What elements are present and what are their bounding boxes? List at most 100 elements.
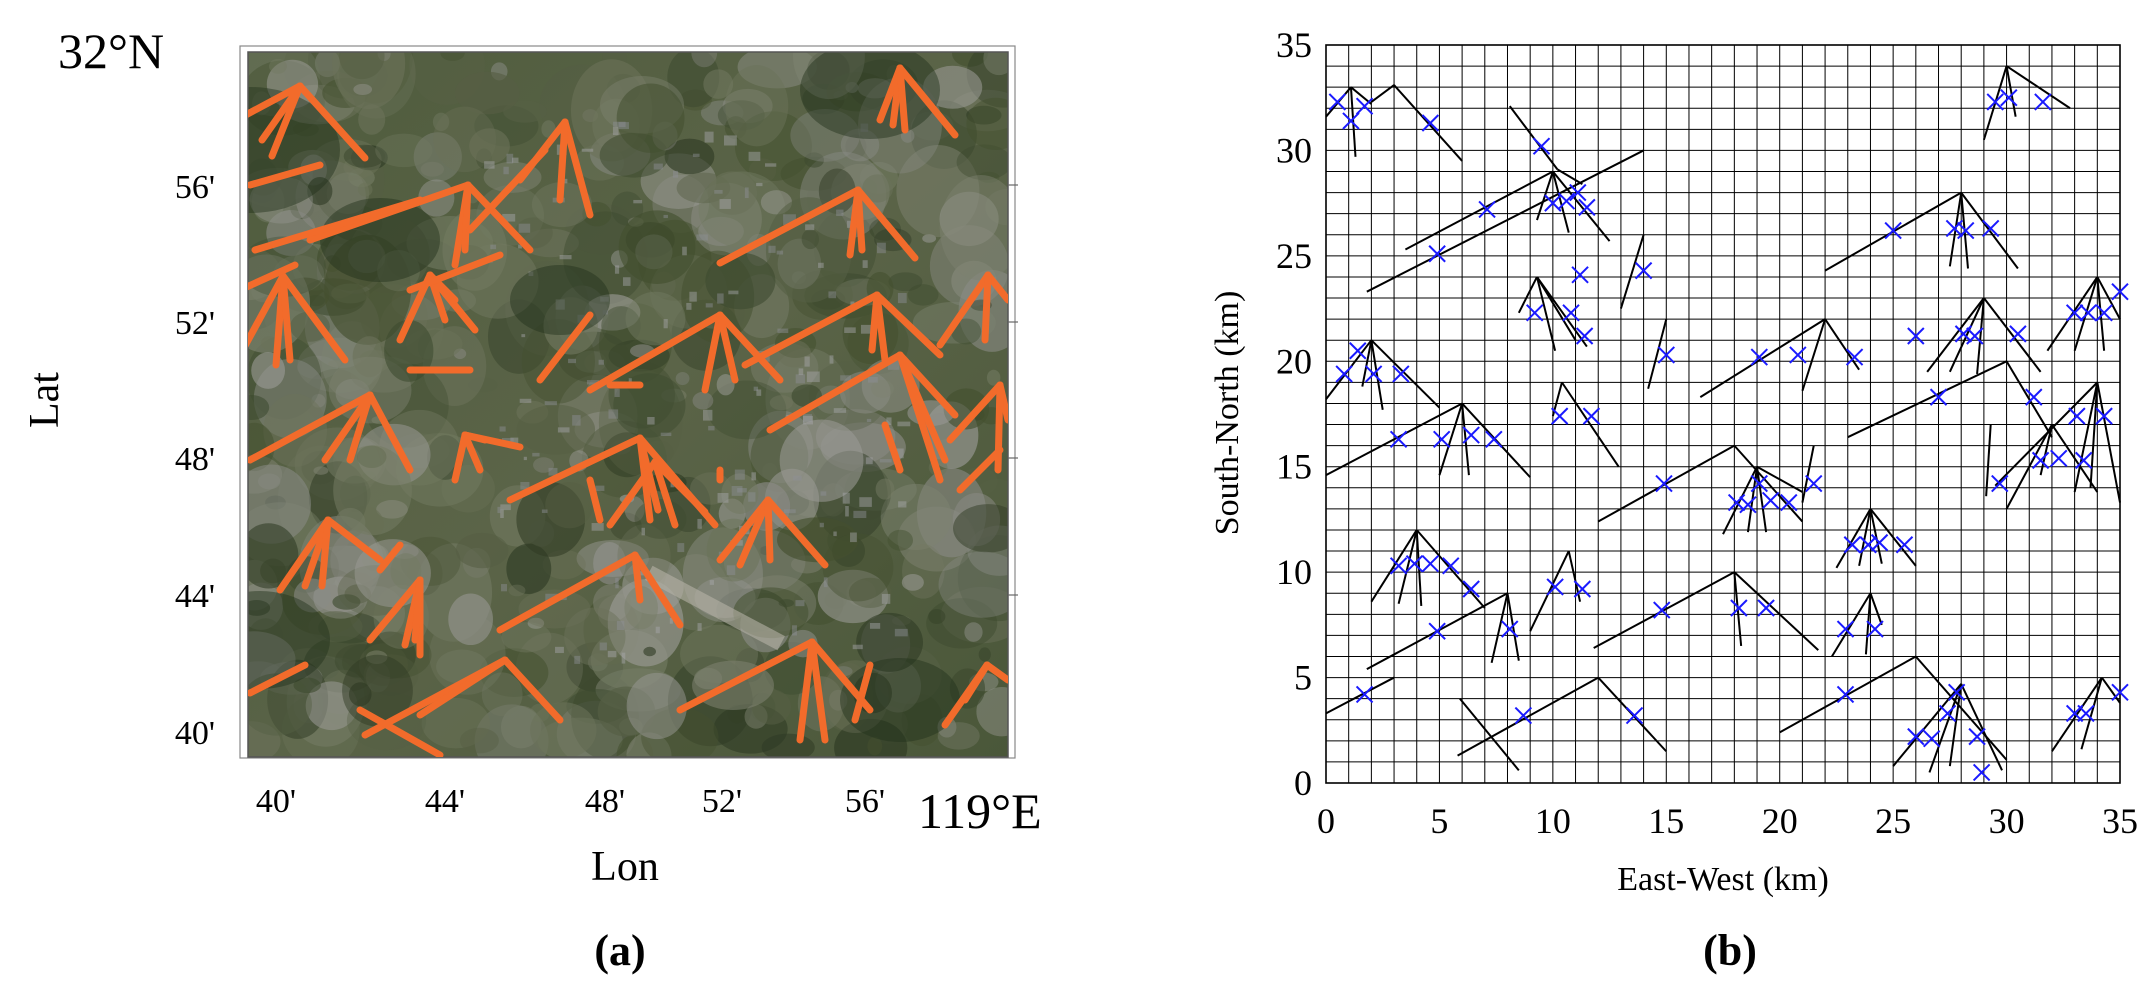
map-patch [985,189,1008,226]
track-segment-b [1370,340,1384,410]
track-segment-b [1370,339,1441,409]
track-segment-b [1847,360,2008,439]
urban-patch [798,368,804,376]
urban-patch [510,437,519,444]
map-patch [692,391,714,410]
flight-track-segment [606,458,659,529]
track-segment-b [1960,683,2003,771]
map-patch [953,504,1008,553]
map-patch [641,707,719,757]
flight-track-segment [586,311,724,394]
sample-marker [2077,704,2095,723]
flight-track-segment [946,381,1004,444]
track-segment-b [1824,318,1860,371]
flight-track-segment [248,272,287,348]
panel-b-caption: (b) [1703,926,1757,975]
urban-patch [672,170,679,178]
track-segment-b [1457,676,1599,757]
x-tick-label-b: 35 [2102,801,2138,841]
x-axis-label: Lon [591,844,659,890]
flight-track-segment [631,551,644,604]
track-segment-b [1508,105,1559,171]
urban-patch [613,121,626,128]
urban-patch [756,182,763,187]
urban-patch [612,126,619,136]
sample-marker [2031,451,2050,470]
sample-marker [1805,474,1823,493]
map-patch [706,518,761,582]
map-patch [703,69,734,99]
map-patch [957,535,1008,622]
map-patch [269,58,287,74]
map-patch [667,52,720,108]
urban-patch [677,543,685,553]
urban-patch [859,497,872,507]
flight-track-segment [981,271,992,344]
map-patch [845,134,867,159]
sample-marker [1907,327,1925,345]
track-segment-b [2005,65,2017,117]
map-patch [778,599,794,608]
flight-track-segment [461,431,484,474]
sample-marker [1945,219,1964,238]
map-patch [978,647,991,662]
sample-marker [2095,407,2113,425]
sample-marker [1389,430,1408,449]
map-patch [584,294,641,331]
sample-marker [1968,727,1986,746]
track-segment-b [1858,508,1872,567]
urban-patch [521,334,526,338]
map-patch [748,158,777,184]
track-segment-b [1948,683,1963,767]
map-patch [339,52,385,80]
urban-patch [705,303,713,308]
map-patch [474,704,549,757]
map-patch [793,52,865,100]
flight-track-segment [586,476,604,524]
map-patch [938,551,1008,618]
urban-patch [660,432,672,436]
urban-patch [653,163,663,170]
urban-patch [748,151,761,161]
sample-markers [1328,89,2129,782]
map-patch [817,569,889,624]
map-patch [531,182,593,228]
urban-patch [544,401,557,406]
flight-track-segment [741,291,881,369]
urban-patch [818,262,824,268]
urban-patch [709,580,714,585]
urban-patch [669,617,673,624]
flight-track-segment [279,272,349,364]
flight-track-segment [556,118,569,204]
map-patch [352,336,386,378]
urban-patch [555,299,565,310]
sample-marker [1657,346,1675,364]
map-patch [516,404,596,455]
urban-patch [618,122,629,130]
map-patch [500,705,542,749]
sample-marker [1575,327,1594,345]
sample-marker [1355,685,1374,704]
urban-patch [833,531,837,537]
urban-patch [804,356,810,367]
track-segment-b [1517,276,1538,314]
track-segment-b [2089,382,2099,488]
track-segment-b [2051,423,2099,493]
track-segment-b [1647,318,1668,389]
y-tick-label-b: 25 [1276,236,1312,276]
urban-patch [689,291,697,302]
map-patch [790,109,860,162]
flight-track-segment [411,576,424,644]
track-segment-b [1756,465,1803,493]
lon-tick: 44' [425,783,465,820]
track-segment-b [1325,402,1463,477]
lon-tick-labels: 40' 44' 48' 52' 56' [256,783,885,820]
urban-patch [598,359,605,365]
map-patch [661,388,687,403]
track-segment-b [2101,676,2121,704]
map-patch [501,622,552,653]
track-segment-b [1619,234,1645,309]
urban-patch [615,577,619,589]
sample-marker [1462,580,1480,598]
track-segment-b [1325,676,1395,715]
